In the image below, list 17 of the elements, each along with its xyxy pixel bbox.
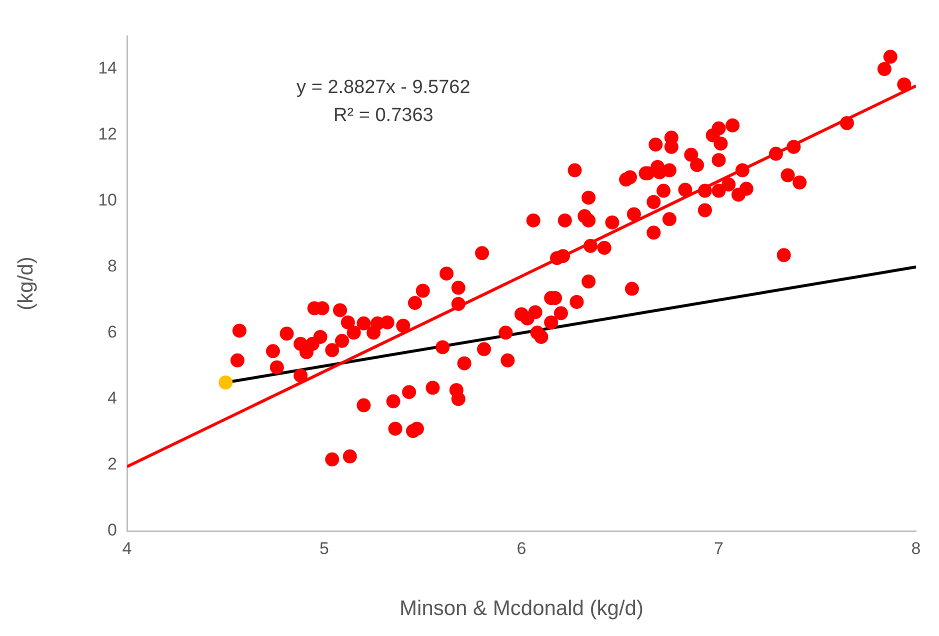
x-tick-label: 8	[911, 538, 921, 558]
x-tick-label: 5	[320, 538, 329, 558]
x-tick-label: 4	[122, 538, 132, 558]
y-tick-label: 12	[98, 124, 117, 144]
y-axis-title: (kg/d)	[14, 256, 38, 310]
y-tick-label: 4	[108, 388, 117, 408]
x-tick-label: 6	[516, 538, 526, 558]
y-tick-label: 10	[98, 190, 117, 210]
annotation: R² = 0.7363	[334, 105, 434, 126]
y-tick-label: 2	[108, 454, 117, 474]
y-tick-label: 14	[98, 58, 117, 78]
y-tick-label: 6	[108, 322, 117, 342]
y-tick-label: 8	[108, 256, 117, 276]
annotation: y = 2.8827x - 9.5762	[296, 77, 470, 98]
x-axis-title: Minson & Mcdonald (kg/d)	[400, 597, 644, 620]
x-tick-label: 7	[714, 538, 724, 558]
y-tick-label: 0	[108, 520, 117, 540]
